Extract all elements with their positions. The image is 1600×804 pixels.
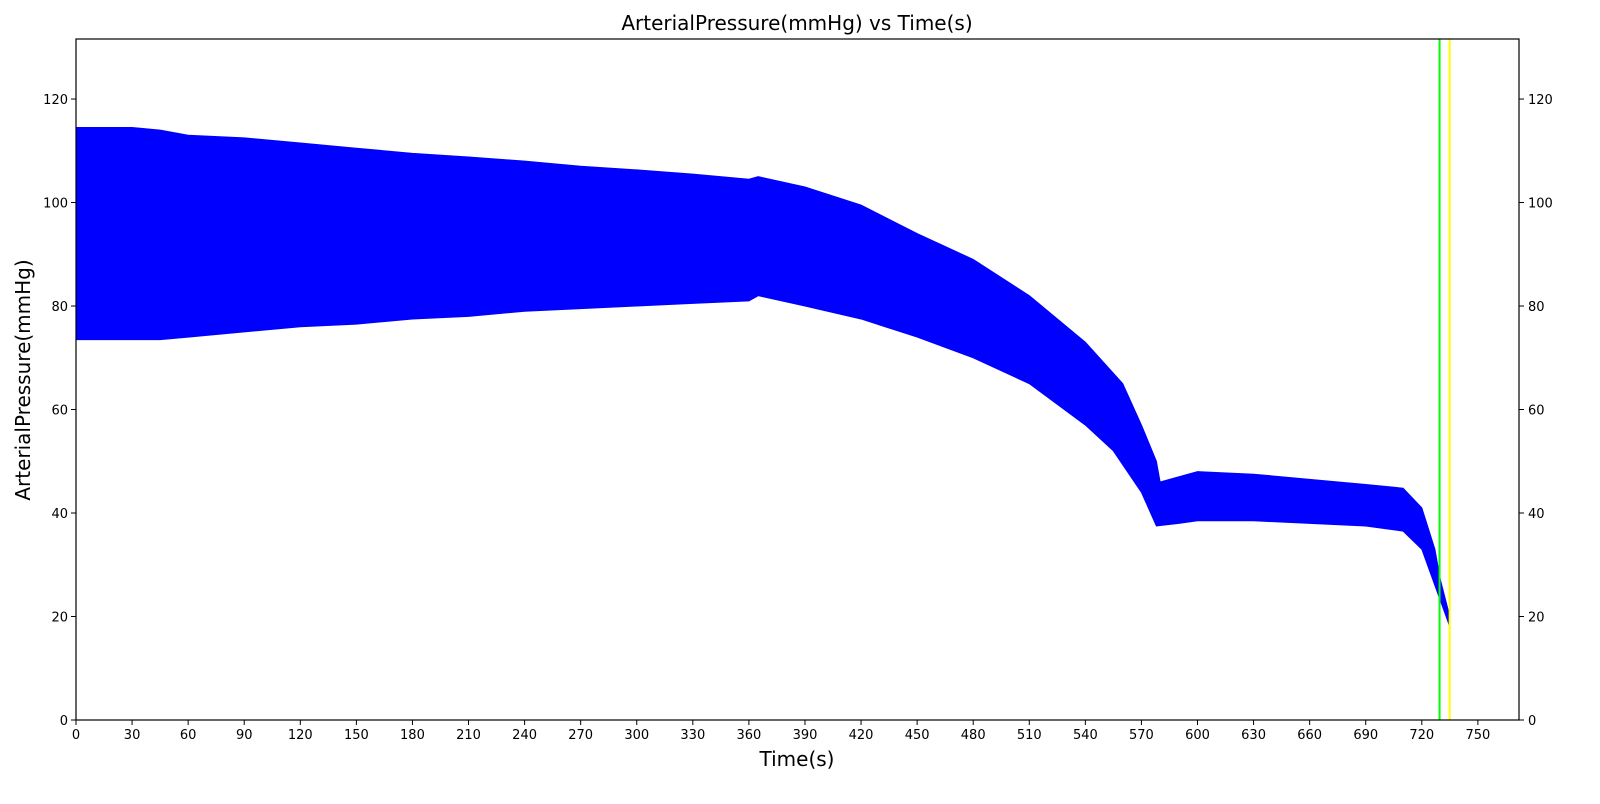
y-tick-label-left: 120: [43, 93, 68, 108]
y-tick-label-left: 60: [51, 404, 68, 419]
y-tick-label-right: 0: [1528, 714, 1536, 729]
x-tick-label: 420: [849, 728, 874, 743]
x-tick-label: 210: [456, 728, 481, 743]
x-axis-label: Time(s): [759, 747, 835, 771]
y-tick-label-left: 40: [51, 507, 68, 522]
chart-title: ArterialPressure(mmHg) vs Time(s): [621, 11, 972, 35]
x-tick-label: 390: [793, 728, 818, 743]
y-tick-label-right: 20: [1528, 611, 1545, 626]
plot-frame: [75, 38, 1520, 721]
x-tick-label: 720: [1409, 728, 1434, 743]
x-tick-label: 240: [512, 728, 537, 743]
x-tick-label: 630: [1241, 728, 1266, 743]
y-tick-label-right: 80: [1528, 300, 1545, 315]
x-tick-label: 450: [905, 728, 930, 743]
y-tick-label-right: 40: [1528, 507, 1545, 522]
x-tick-label: 660: [1297, 728, 1322, 743]
x-tick-label: 540: [1073, 728, 1098, 743]
x-tick-label: 120: [288, 728, 313, 743]
y-tick-label-left: 80: [51, 300, 68, 315]
x-tick-label: 60: [180, 728, 197, 743]
x-tick-label: 510: [1017, 728, 1042, 743]
x-tick-label: 180: [400, 728, 425, 743]
x-tick-label: 270: [568, 728, 593, 743]
x-tick-label: 750: [1465, 728, 1490, 743]
y-tick-label-left: 20: [51, 611, 68, 626]
y-tick-label-left: 0: [60, 714, 68, 729]
y-tick-label-right: 120: [1528, 93, 1553, 108]
y-axis-label: ArterialPressure(mmHg): [11, 259, 35, 500]
x-tick-label: 330: [680, 728, 705, 743]
x-tick-label: 690: [1353, 728, 1378, 743]
pressure-envelope-area: [75, 126, 1451, 628]
x-tick-label: 30: [124, 728, 141, 743]
y-tick-label-right: 100: [1528, 197, 1553, 212]
x-tick-label: 480: [961, 728, 986, 743]
x-tick-label: 90: [236, 728, 253, 743]
x-tick-label: 300: [624, 728, 649, 743]
x-tick-label: 150: [344, 728, 369, 743]
x-tick-label: 600: [1185, 728, 1210, 743]
y-tick-label-left: 100: [43, 197, 68, 212]
x-tick-label: 570: [1129, 728, 1154, 743]
x-tick-label: 360: [736, 728, 761, 743]
x-tick-label: 0: [72, 728, 80, 743]
y-tick-label-right: 60: [1528, 404, 1545, 419]
